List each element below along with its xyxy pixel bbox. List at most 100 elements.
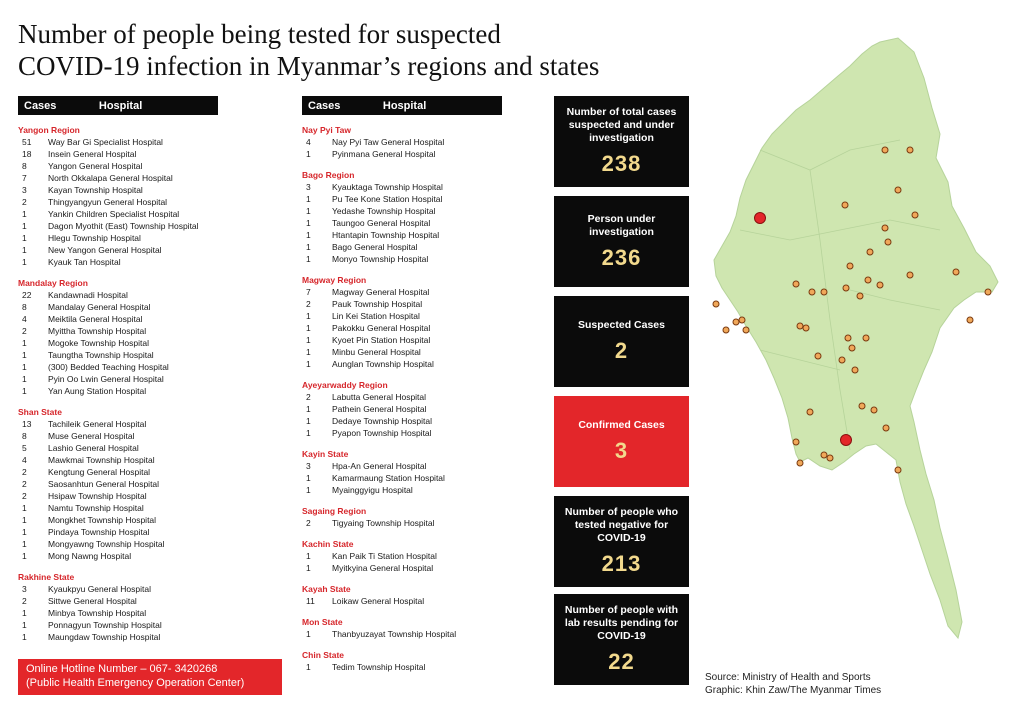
hospital-name: Nay Pyi Taw General Hospital (332, 137, 445, 147)
hospital-row: 18 Insein General Hospital (18, 148, 218, 160)
case-count: 1 (22, 515, 27, 525)
case-count: 1 (22, 245, 27, 255)
case-count: 1 (22, 386, 27, 396)
hospital-row: 1 Kamarmaung Station Hospital (302, 472, 502, 484)
case-count: 1 (306, 416, 311, 426)
hospital-name: Tachileik General Hospital (48, 419, 147, 429)
hospital-marker (876, 281, 884, 289)
stat-label: Confirmed Cases (578, 419, 665, 431)
case-count: 1 (22, 257, 27, 267)
myanmar-outline (713, 37, 999, 640)
hospital-marker (844, 334, 852, 342)
hospital-marker (820, 451, 828, 459)
hospital-row: 1 Kan Paik Ti Station Hospital (302, 550, 502, 562)
region-group: Sagaing Region 2 Tigyaing Township Hospita… (302, 505, 502, 529)
stat-value: 3 (614, 438, 629, 463)
case-count: 1 (306, 473, 311, 483)
hospital-name: Htantapin Township Hospital (332, 230, 440, 240)
case-count: 1 (306, 428, 311, 438)
region-group: Mandalay Region 22 Kandawnadi Hospital 8 Man… (18, 277, 218, 397)
hospital-row: 1 (300) Bedded Teaching Hospital (18, 361, 218, 373)
hospital-name: Myitkyina General Hospital (332, 563, 434, 573)
case-count: 22 (22, 290, 32, 300)
hospital-row: 1 Mongkhet Township Hospital (18, 514, 218, 526)
region-border-1 (759, 139, 901, 171)
hospital-row: 3 Hpa-An General Hospital (302, 460, 502, 472)
case-count: 2 (306, 518, 311, 528)
region-name: Rakhine State (18, 572, 75, 582)
case-count: 1 (22, 551, 27, 561)
hospital-name: (300) Bedded Teaching Hospital (48, 362, 169, 372)
hospital-name: Kyauk Tan Hospital (48, 257, 121, 267)
stat-confirmed-cases: Confirmed Cases 3 (554, 396, 689, 487)
case-count: 4 (22, 455, 27, 465)
hospital-row: 1 Myitkyina General Hospital (302, 562, 502, 574)
hospital-row: 4 Mawkmai Township Hospital (18, 454, 218, 466)
stat-suspected-cases: Suspected Cases 2 (554, 296, 689, 387)
case-count: 1 (306, 323, 311, 333)
hospital-marker (738, 316, 746, 324)
hospital-marker (742, 326, 750, 334)
hospital-name: Bago General Hospital (332, 242, 418, 252)
hospital-row: 1 Myainggyigu Hospital (302, 484, 502, 496)
hospital-name: Sittwe General Hospital (48, 596, 137, 606)
hospital-marker (984, 288, 992, 296)
region-name: Sagaing Region (302, 506, 367, 516)
region-group: Magway Region 7 Magway General Hospital 2 Pa… (302, 274, 502, 370)
hospital-header: Hospital (382, 99, 427, 112)
hospital-marker (894, 466, 902, 474)
case-count: 1 (22, 503, 27, 513)
confirmed-case-marker (754, 212, 766, 224)
region-group: Kayah State 11 Loikaw General Hospital (302, 583, 502, 607)
source-line: Source: Ministry of Health and Sports (705, 672, 871, 683)
hospital-row: 1 Thanbyuzayat Township Hospital (302, 628, 502, 640)
region-name: Yangon Region (18, 125, 80, 135)
hospital-row: 1 Taungoo General Hospital (302, 217, 502, 229)
hospital-row: 7 Magway General Hospital (302, 286, 502, 298)
myanmar-map (712, 37, 999, 640)
hospital-row: 1 Aunglan Township Hospital (302, 358, 502, 370)
stat-total-suspected: Number of total cases suspected and unde… (554, 96, 689, 187)
case-count: 1 (22, 209, 27, 219)
hospital-name: Mandalay General Hospital (48, 302, 151, 312)
region-group: Shan State 13 Tachileik General Hospital 8 M… (18, 406, 218, 562)
cases-header: Cases (24, 99, 57, 112)
hospital-row: 7 North Okkalapa General Hospital (18, 172, 218, 184)
hospital-row: 1 Dagon Myothit (East) Township Hospital (18, 220, 218, 232)
hospital-row: 2 Sittwe General Hospital (18, 595, 218, 607)
region-name: Chin State (302, 650, 345, 660)
hospital-row: 11 Loikaw General Hospital (302, 595, 502, 607)
case-count: 13 (22, 419, 32, 429)
hospital-marker (906, 271, 914, 279)
region-name: Mandalay Region (18, 278, 88, 288)
case-count: 1 (306, 218, 311, 228)
hospital-row: 1 Yankin Children Specialist Hospital (18, 208, 218, 220)
hospital-name: Namtu Township Hospital (48, 503, 144, 513)
hospital-row: 8 Yangon General Hospital (18, 160, 218, 172)
case-count: 4 (306, 137, 311, 147)
region-group: Kayin State 3 Hpa-An General Hospital 1 Kama… (302, 448, 502, 496)
hospital-row: 1 Pindaya Township Hospital (18, 526, 218, 538)
hospital-marker (806, 408, 814, 416)
hospital-marker (796, 459, 804, 467)
hospital-marker (881, 224, 889, 232)
hospital-name: Hlegu Township Hospital (48, 233, 141, 243)
hospital-marker (848, 344, 856, 352)
stat-label: Person under investigation (587, 212, 656, 238)
case-count: 1 (306, 629, 311, 639)
hospital-row: 2 Myittha Township Hospital (18, 325, 218, 337)
case-count: 5 (22, 443, 27, 453)
case-count: 3 (22, 584, 27, 594)
infographic-title: Number of people being tested for suspec… (18, 18, 698, 82)
confirmed-case-marker (840, 434, 852, 446)
region-group: Bago Region 3 Kyauktaga Township Hospital 1… (302, 169, 502, 265)
hotline-center: (Public Health Emergency Operation Cente… (26, 677, 245, 689)
hospital-name: Lashio General Hospital (48, 443, 139, 453)
stat-value: 236 (601, 244, 642, 270)
stat-value: 238 (601, 151, 642, 176)
hospital-marker (851, 366, 859, 374)
hospital-row: 22 Kandawnadi Hospital (18, 289, 218, 301)
hospital-marker (858, 402, 866, 410)
stat-label: Number of people with lab results pendin… (564, 604, 679, 642)
hospital-name: North Okkalapa General Hospital (48, 173, 173, 183)
